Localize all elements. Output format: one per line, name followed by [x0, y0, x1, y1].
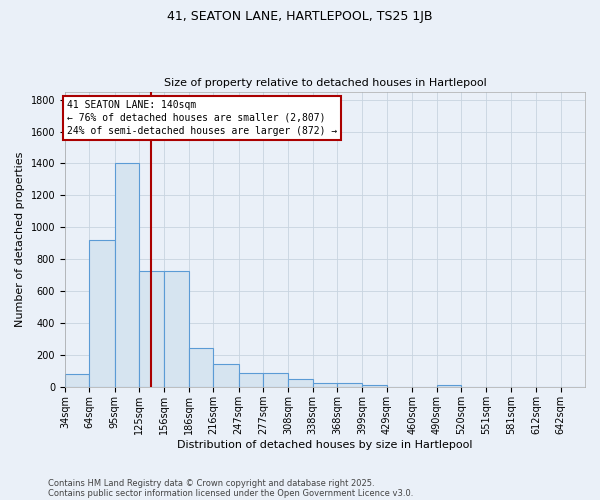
Bar [263, 373, 288, 388]
Title: Size of property relative to detached houses in Hartlepool: Size of property relative to detached ho… [164, 78, 487, 88]
Bar [362, 385, 387, 388]
Bar [115, 164, 139, 388]
Bar [89, 240, 115, 388]
X-axis label: Distribution of detached houses by size in Hartlepool: Distribution of detached houses by size … [177, 440, 473, 450]
Bar [189, 348, 213, 388]
Bar [239, 373, 263, 388]
Bar [164, 270, 189, 388]
Text: 41 SEATON LANE: 140sqm
← 76% of detached houses are smaller (2,807)
24% of semi-: 41 SEATON LANE: 140sqm ← 76% of detached… [67, 100, 337, 136]
Bar [213, 364, 239, 388]
Bar [437, 385, 461, 388]
Bar [65, 374, 89, 388]
Bar [313, 384, 337, 388]
Y-axis label: Number of detached properties: Number of detached properties [15, 152, 25, 327]
Bar [139, 270, 164, 388]
Text: Contains HM Land Registry data © Crown copyright and database right 2025.: Contains HM Land Registry data © Crown c… [48, 478, 374, 488]
Bar [288, 380, 313, 388]
Text: 41, SEATON LANE, HARTLEPOOL, TS25 1JB: 41, SEATON LANE, HARTLEPOOL, TS25 1JB [167, 10, 433, 23]
Text: Contains public sector information licensed under the Open Government Licence v3: Contains public sector information licen… [48, 488, 413, 498]
Bar [337, 384, 362, 388]
